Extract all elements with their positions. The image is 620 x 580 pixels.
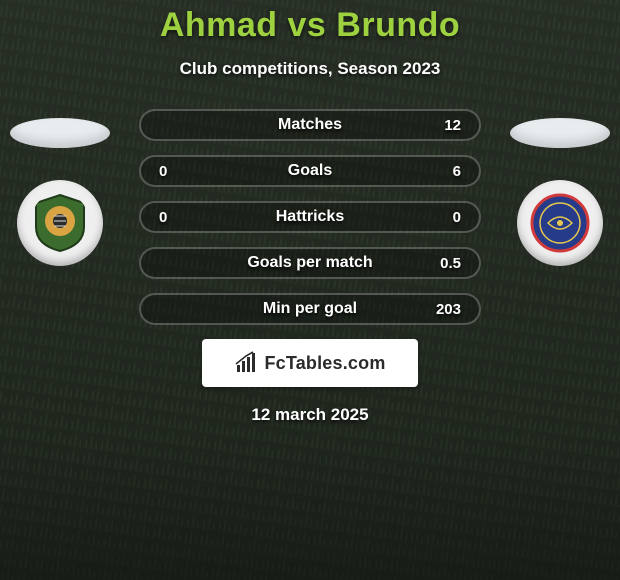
player-left-silhouette [10,118,110,148]
stat-left-value: 0 [159,209,235,226]
player-left [10,118,110,268]
stat-label: Hattricks [235,208,386,226]
stat-label: Min per goal [235,300,386,318]
stat-row-mpg: Min per goal 203 [139,293,481,325]
stat-label: Goals [235,162,386,180]
player-right [510,118,610,268]
stat-label: Goals per match [235,254,386,272]
badge-icon [530,193,590,253]
stat-label: Matches [235,116,386,134]
timestamp: 12 march 2025 [251,405,368,425]
shield-icon [32,193,88,253]
stat-right-value: 0.5 [386,255,462,272]
stat-row-gpm: Goals per match 0.5 [139,247,481,279]
stat-row-hattricks: 0 Hattricks 0 [139,201,481,233]
barchart-icon [234,351,258,375]
site-badge[interactable]: FcTables.com [202,339,418,387]
subtitle: Club competitions, Season 2023 [180,59,441,79]
stat-right-value: 0 [386,209,462,226]
stat-right-value: 6 [386,163,462,180]
stat-row-matches: Matches 12 [139,109,481,141]
content: Ahmad vs Brundo Club competitions, Seaso… [0,0,620,580]
team-left-crest [10,178,110,268]
site-label: FcTables.com [264,353,385,374]
page-title: Ahmad vs Brundo [160,6,460,45]
stat-right-value: 203 [386,301,462,318]
stat-right-value: 12 [386,117,462,134]
player-right-silhouette [510,118,610,148]
team-right-crest [510,178,610,268]
stat-row-goals: 0 Goals 6 [139,155,481,187]
stat-left-value: 0 [159,163,235,180]
